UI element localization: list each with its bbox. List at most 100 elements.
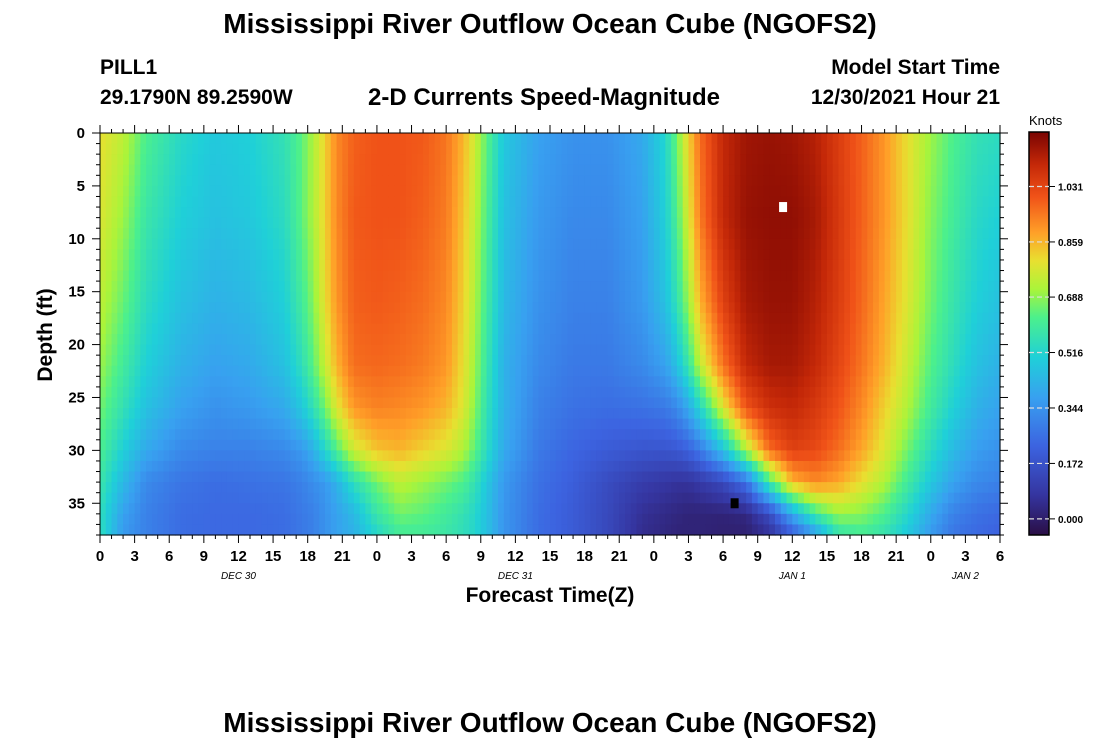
heat-cell bbox=[117, 408, 124, 420]
heat-cell bbox=[619, 418, 626, 430]
heat-cell bbox=[192, 302, 199, 314]
heat-cell bbox=[111, 376, 118, 388]
heat-cell bbox=[198, 460, 205, 473]
heat-cell bbox=[636, 185, 643, 198]
heat-cell bbox=[515, 217, 522, 229]
heat-cell bbox=[757, 133, 765, 145]
heat-cell bbox=[480, 196, 488, 208]
heat-cell bbox=[509, 376, 516, 388]
heat-cell bbox=[434, 439, 441, 451]
heat-cell bbox=[786, 450, 793, 462]
heat-cell bbox=[301, 450, 309, 462]
heat-cell bbox=[111, 207, 118, 219]
heat-cell bbox=[382, 429, 390, 441]
heat-cell bbox=[105, 270, 113, 282]
heat-cell bbox=[215, 259, 222, 272]
heat-cell bbox=[163, 281, 170, 293]
heat-cell bbox=[140, 259, 147, 272]
heat-cell bbox=[763, 513, 770, 526]
heat-cell bbox=[134, 281, 141, 293]
heat-cell bbox=[717, 312, 724, 325]
heat-cell bbox=[838, 513, 845, 526]
heat-cell bbox=[342, 334, 349, 346]
heat-cell bbox=[832, 503, 840, 515]
heat-cell bbox=[850, 376, 857, 388]
heat-cell bbox=[278, 397, 286, 409]
heat-cell bbox=[313, 217, 320, 229]
heat-cell bbox=[261, 291, 268, 303]
heat-cell bbox=[700, 281, 707, 293]
heat-cell bbox=[319, 397, 326, 409]
heat-cell bbox=[405, 365, 413, 377]
heat-cell bbox=[769, 344, 776, 356]
heat-cell bbox=[700, 334, 707, 346]
heat-cell bbox=[636, 376, 643, 388]
heat-cell bbox=[832, 312, 840, 325]
heat-cell bbox=[486, 312, 493, 325]
heat-cell bbox=[613, 312, 620, 325]
heat-cell bbox=[486, 323, 493, 335]
heat-cell bbox=[775, 207, 782, 219]
heat-cell bbox=[676, 228, 684, 240]
heat-cell bbox=[301, 376, 309, 388]
heat-cell bbox=[538, 291, 545, 303]
heat-cell bbox=[792, 281, 799, 293]
heat-cell bbox=[521, 249, 528, 261]
heat-cell bbox=[544, 492, 551, 504]
heat-cell bbox=[826, 365, 834, 377]
heat-cell bbox=[261, 249, 268, 261]
heat-cell bbox=[665, 302, 672, 314]
heat-cell bbox=[175, 312, 182, 325]
heat-cell bbox=[659, 418, 666, 430]
heat-cell bbox=[671, 386, 678, 399]
heat-cell bbox=[809, 312, 816, 325]
heat-cell bbox=[642, 281, 649, 293]
heat-cell bbox=[319, 207, 326, 219]
heat-cell bbox=[140, 217, 147, 229]
heat-cell bbox=[550, 524, 557, 536]
heat-cell bbox=[480, 503, 488, 515]
heat-cell bbox=[325, 154, 332, 166]
heat-cell bbox=[417, 312, 424, 325]
heat-cell bbox=[798, 228, 805, 240]
heat-cell bbox=[423, 418, 430, 430]
heat-cell bbox=[850, 439, 857, 451]
heat-cell bbox=[850, 228, 857, 240]
heat-cell bbox=[688, 217, 695, 229]
heat-cell bbox=[561, 460, 568, 473]
heat-cell bbox=[198, 386, 205, 399]
heat-cell bbox=[538, 513, 545, 526]
heat-cell bbox=[100, 281, 107, 293]
heat-cell bbox=[561, 492, 568, 504]
heat-cell bbox=[659, 196, 666, 208]
heat-cell bbox=[330, 513, 338, 526]
heat-cell bbox=[244, 492, 251, 504]
heat-cell bbox=[123, 164, 130, 176]
heat-cell bbox=[267, 460, 274, 473]
heat-cell bbox=[186, 281, 193, 293]
heat-cell bbox=[278, 196, 286, 208]
heat-cell bbox=[671, 133, 678, 145]
heat-cell bbox=[417, 429, 424, 441]
heat-cell bbox=[746, 334, 753, 346]
heat-cell bbox=[584, 133, 591, 145]
heat-cell bbox=[786, 397, 793, 409]
heat-cell bbox=[232, 376, 240, 388]
heat-cell bbox=[440, 228, 447, 240]
heat-cell bbox=[619, 312, 626, 325]
heat-cell bbox=[601, 524, 609, 536]
heat-cell bbox=[400, 471, 407, 483]
heat-cell bbox=[226, 312, 234, 325]
heat-cell bbox=[573, 439, 580, 451]
heat-cell bbox=[261, 471, 268, 483]
heat-cell bbox=[757, 492, 765, 504]
heat-cell bbox=[855, 207, 863, 219]
heat-cell bbox=[538, 133, 545, 145]
heat-cell bbox=[792, 312, 799, 325]
heat-cell bbox=[301, 482, 309, 494]
heat-cell bbox=[440, 492, 447, 504]
heat-cell bbox=[642, 143, 649, 155]
heat-cell bbox=[780, 185, 788, 198]
heat-cell bbox=[653, 281, 661, 293]
heat-cell bbox=[573, 355, 580, 367]
